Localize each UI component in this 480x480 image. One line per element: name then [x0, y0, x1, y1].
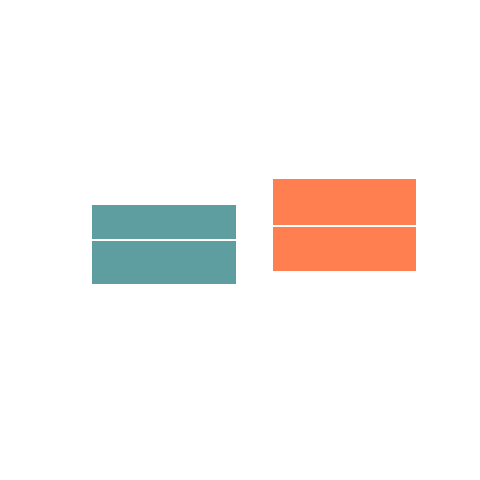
- box-group: [273, 179, 416, 271]
- box: [92, 205, 236, 284]
- box-group: [92, 205, 236, 284]
